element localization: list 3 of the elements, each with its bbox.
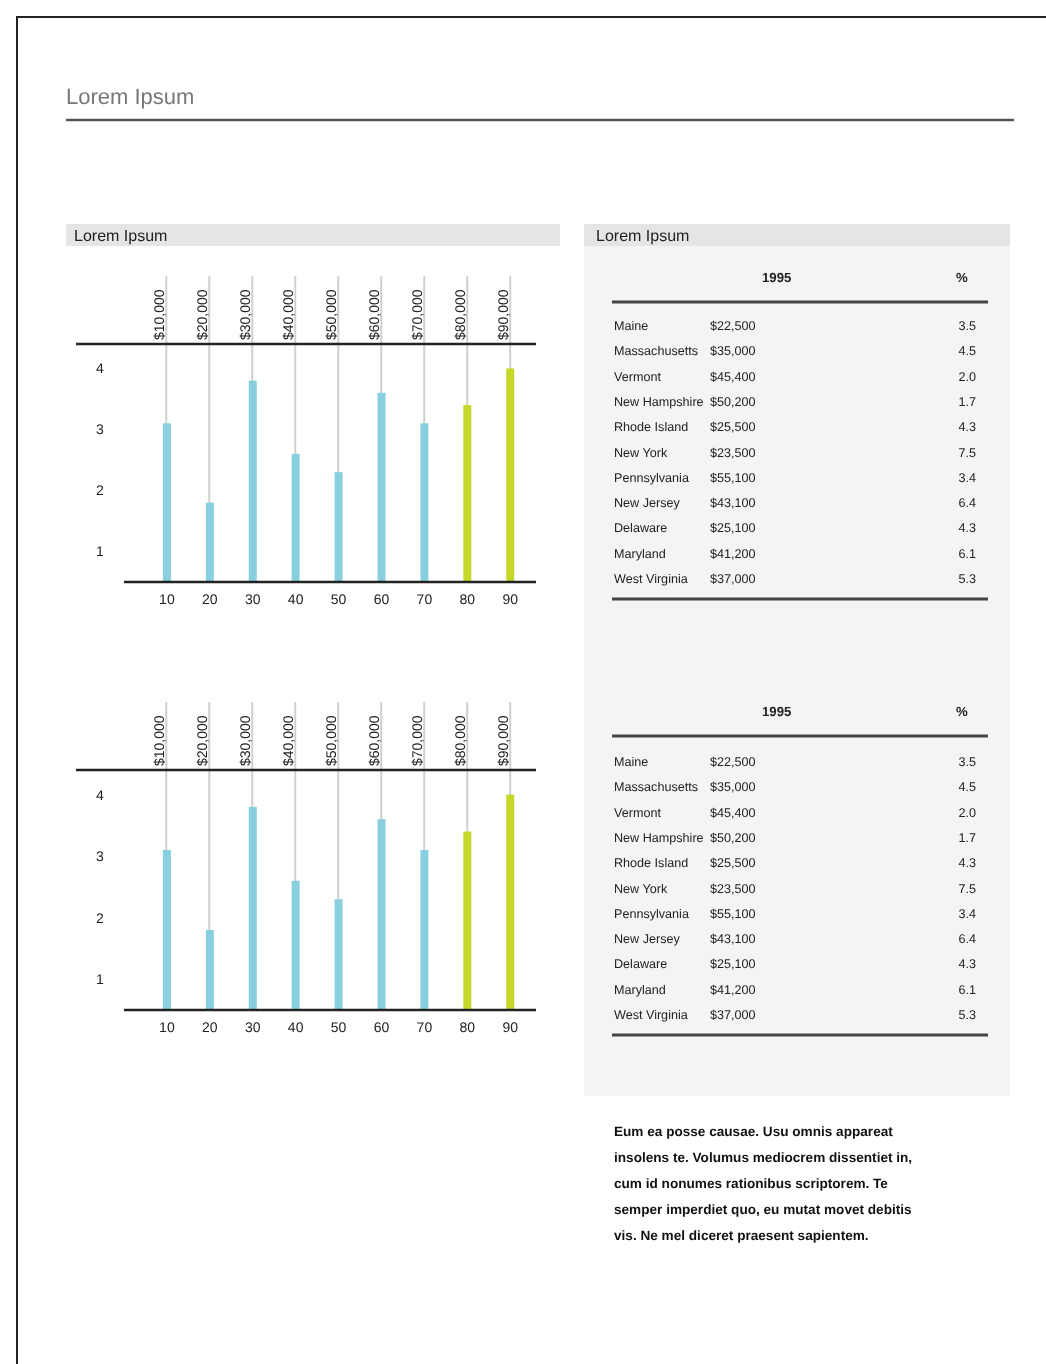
text: Lorem Ipsum <box>66 86 195 110</box>
chart-title: Lorem Ipsum <box>74 227 169 245</box>
text: Lorem Ipsum <box>596 227 691 245</box>
